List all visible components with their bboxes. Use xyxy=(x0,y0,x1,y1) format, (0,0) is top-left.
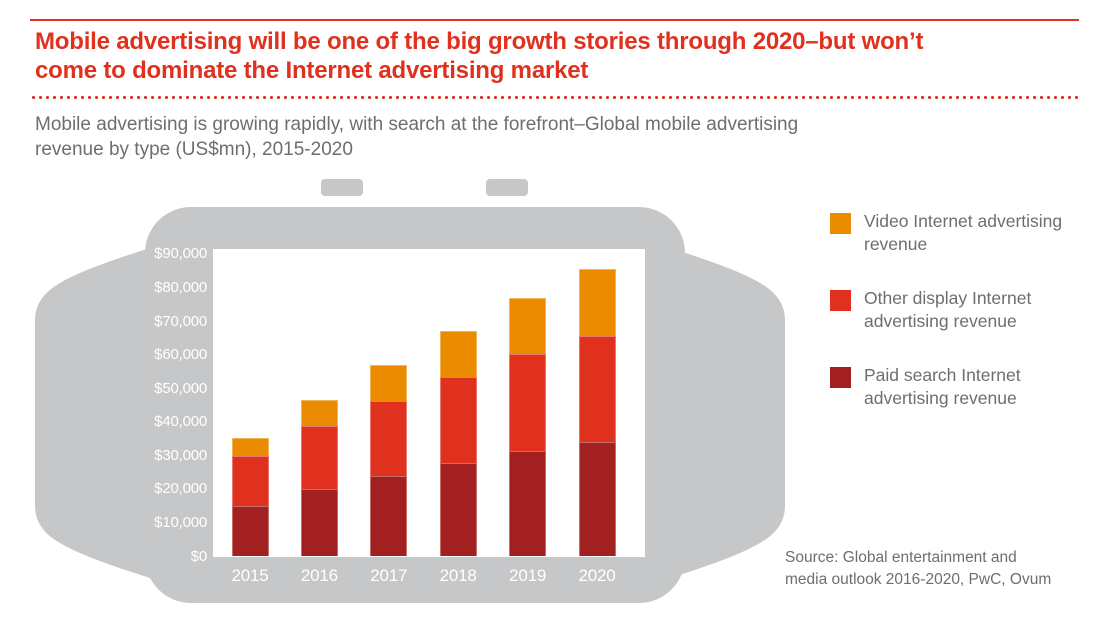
watch-band-right-icon xyxy=(670,248,785,578)
x-tick-2017: 2017 xyxy=(370,566,408,585)
watch-button-left-icon xyxy=(321,179,363,196)
legend-label-video: Video Internet advertising revenue xyxy=(864,211,1063,254)
x-tick-2015: 2015 xyxy=(231,566,269,585)
smartwatch-graphic: $0 $10,000 $20,000 $30,000 $40,000 $50,000 $60… xyxy=(30,178,790,608)
legend-item-video: Video Internet advertising revenue xyxy=(830,210,1092,256)
bar-segment-2018-paid-search xyxy=(439,463,477,557)
bar-segment-2019-paid-search xyxy=(509,450,547,557)
legend-swatch-other-display xyxy=(830,290,851,311)
y-tick-0: $0 xyxy=(190,547,207,565)
legend-label-other-display: Other display Internet advertising reven… xyxy=(864,288,1032,331)
chart-plot-area xyxy=(213,249,645,557)
bar-segment-2015-video xyxy=(231,438,269,457)
x-tick-2019: 2019 xyxy=(509,566,547,585)
page-title-line1: Mobile advertising will be one of the bi… xyxy=(35,28,924,55)
bar-segment-2017-paid-search xyxy=(370,476,408,557)
y-tick-20000: $20,000 xyxy=(154,480,207,498)
bar-segment-2015-paid-search xyxy=(231,506,269,557)
bar-segment-2015-other-display xyxy=(231,456,269,507)
y-tick-60000: $60,000 xyxy=(154,346,207,364)
bar-segment-2016-video xyxy=(300,400,338,426)
page-title: Mobile advertising will be one of the bi… xyxy=(35,27,1090,85)
bar-segment-2020-paid-search xyxy=(578,441,616,557)
bar-segment-2016-other-display xyxy=(300,425,338,490)
legend-item-other-display: Other display Internet advertising reven… xyxy=(830,287,1092,333)
chart-legend: Video Internet advertising revenue Other… xyxy=(830,210,1092,410)
bar-segment-2020-other-display xyxy=(578,336,616,442)
bar-segment-2016-paid-search xyxy=(300,489,338,557)
y-tick-70000: $70,000 xyxy=(154,312,207,330)
bar-segment-2017-video xyxy=(370,364,408,402)
y-tick-50000: $50,000 xyxy=(154,379,207,397)
bar-segment-2020-video xyxy=(578,268,616,336)
legend-swatch-paid-search xyxy=(830,367,851,388)
chart-subtitle: Mobile advertising is growing rapidly, w… xyxy=(35,112,1045,162)
page-title-line2: come to dominate the Internet advertisin… xyxy=(35,57,589,84)
bar-segment-2019-video xyxy=(509,297,547,355)
bar-segment-2017-other-display xyxy=(370,401,408,477)
legend-swatch-video xyxy=(830,213,851,234)
y-tick-30000: $30,000 xyxy=(154,446,207,464)
watch-band-left-icon xyxy=(35,248,150,578)
x-tick-2018: 2018 xyxy=(439,566,477,585)
source-note-line1: Source: Global entertainment and xyxy=(785,549,1017,566)
legend-item-paid-search: Paid search Internet advertising revenue xyxy=(830,364,1092,410)
x-tick-2020: 2020 xyxy=(578,566,616,585)
y-tick-80000: $80,000 xyxy=(154,279,207,297)
y-tick-40000: $40,000 xyxy=(154,413,207,431)
y-tick-90000: $90,000 xyxy=(154,245,207,263)
legend-label-paid-search: Paid search Internet advertising revenue xyxy=(864,365,1021,408)
watch-button-right-icon xyxy=(486,179,528,196)
y-tick-10000: $10,000 xyxy=(154,513,207,531)
top-rule xyxy=(30,19,1079,21)
dotted-divider xyxy=(30,96,1079,99)
source-note-line2: media outlook 2016-2020, PwC, Ovum xyxy=(785,571,1052,588)
source-note: Source: Global entertainment and media ou… xyxy=(785,547,1110,591)
chart-subtitle-line1: Mobile advertising is growing rapidly, w… xyxy=(35,114,799,135)
chart-subtitle-line2: revenue by type (US$mn), 2015-2020 xyxy=(35,139,353,160)
bar-segment-2018-video xyxy=(439,330,477,378)
x-tick-2016: 2016 xyxy=(300,566,338,585)
bar-segment-2019-other-display xyxy=(509,354,547,451)
bar-segment-2018-other-display xyxy=(439,377,477,464)
